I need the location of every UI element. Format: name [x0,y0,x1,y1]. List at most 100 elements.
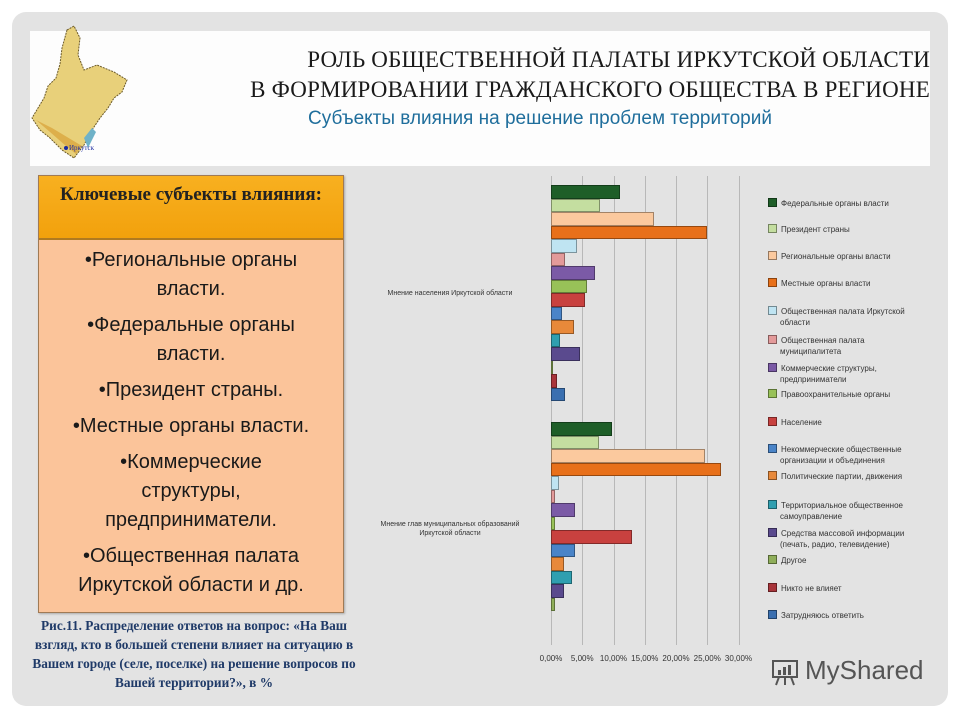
chart-bar [551,435,600,449]
legend-item: Местные органы власти [768,278,943,289]
chart-bar [551,306,562,320]
gridline [738,176,740,645]
gridline [613,176,615,645]
legend-item: Средства массовой информации (печать, рад… [768,528,943,550]
legend-label: самоуправление [780,512,843,521]
watermark-logo: MyShared [805,655,924,685]
legend-item: Президент страны [768,224,943,235]
legend-label: Никто не влияет [781,584,842,593]
legend-item: Затрудняюсь ответить [768,610,943,621]
legend-item: Общественная палата муниципалитета [768,335,943,357]
chart-bar [551,374,558,388]
chart-bar [551,279,587,293]
legend-item: Федеральные органы власти [768,198,943,209]
legend-item: Некоммерческие общественные организации и… [768,444,943,466]
chart-bar [551,449,705,463]
key-subject-item: •Местные органы власти. [72,415,310,437]
legend-swatch-icon [768,610,777,619]
page-subtitle: Субъекты влияния на решение проблем терр… [308,108,772,129]
legend-label: Общественная палата Иркутской [781,307,905,316]
x-axis-tick-label: 30,00% [724,654,753,663]
chart-bar [551,387,566,401]
legend-item: Территориальное общественное самоуправлен… [768,500,943,522]
gridline [707,176,709,645]
key-subjects-list: •Региональные органы власти. •Федеральны… [39,240,343,600]
x-axis-tick-label: 25,00% [693,654,721,663]
legend-swatch-icon [768,555,777,564]
gridline [551,176,552,645]
legend-label: Правоохранительные органы [781,390,891,399]
gridline [644,176,646,645]
category-label-population: Мнение населения Иркутской области [387,290,513,297]
chart-bar [551,333,560,347]
chart-bar [551,516,555,530]
legend-swatch-icon [768,251,777,260]
legend-label: области [780,318,810,327]
key-subject-item: •Общественная палата Иркутской области и… [78,545,304,596]
title-box [30,31,930,166]
page-title-line1: РОЛЬ ОБЩЕСТВЕННОЙ ПАЛАТЫ ИРКУТСКОЙ ОБЛАС… [307,47,930,72]
chart-bar [551,347,581,361]
presentation-board-icon [772,660,798,686]
chart-bar [551,266,596,280]
legend-label: Общественная палата [781,336,865,345]
key-subjects-title: Ключевые субъекты влияния: [39,176,343,240]
chart-bar [551,198,601,212]
svg-text:Иркутск: Иркутск [69,144,95,152]
legend-label: Местные органы власти [781,279,871,288]
chart-bar [551,225,707,239]
chart-bar [551,597,555,611]
legend-label: Федеральные органы власти [781,199,889,208]
category-label-municipal-heads: Мнение глав муниципальных образований Ир… [360,520,540,538]
legend-swatch-icon [768,389,777,398]
legend-swatch-icon [768,198,777,207]
key-subject-item: •Региональные органы власти. [84,249,298,300]
chart-bar [551,320,575,334]
legend-label: организации и объединения [780,456,885,465]
chart-bar [551,462,721,476]
legend-label: Территориальное общественное [781,501,903,510]
legend-swatch-icon [768,471,777,480]
x-axis-tick-label: 5,00% [570,654,594,663]
chart-bar [551,503,576,517]
chart-bar [551,570,572,584]
legend-item: Никто не влияет [768,583,943,594]
legend-label: предприниматели [780,375,847,384]
legend-label: Коммерческие структуры, [781,364,877,373]
gridline [582,176,584,645]
chart-bar [551,293,586,307]
page-title-line2: В ФОРМИРОВАНИИ ГРАЖДАНСКОГО ОБЩЕСТВА В Р… [250,77,930,102]
chart-bar [551,252,565,266]
category-label-line: Иркутской области [419,530,481,537]
legend-label: Некоммерческие общественные [781,445,902,454]
legend-swatch-icon [768,444,777,453]
key-subject-item: •Федеральные органы власти. [87,314,295,365]
legend-item: Политические партии, движения [768,471,943,482]
legend-item: Население [768,417,943,428]
legend-item: Региональные органы власти [768,251,943,262]
legend-swatch-icon [768,417,777,426]
legend-label: Политические партии, движения [781,472,903,481]
x-axis-tick-label: 10,00% [599,654,628,663]
legend-swatch-icon [768,528,777,537]
key-subject-item: •Коммерческие структуры, предприниматели… [105,451,277,531]
chart-bar [551,489,555,503]
chart-bar [551,422,613,436]
figure-caption: Рис.11. Распределение ответов на вопрос:… [32,618,356,690]
legend-item: Коммерческие структуры, предприниматели [768,363,943,385]
legend-swatch-icon [768,335,777,344]
chart-bar [551,530,633,544]
legend-swatch-icon [768,278,777,287]
legend-swatch-icon [768,224,777,233]
key-subjects-box: Ключевые субъекты влияния: •Региональные… [38,175,344,613]
chart-bar [551,360,553,374]
legend-label: муниципалитета [780,347,842,356]
legend-swatch-icon [768,583,777,592]
legend-item: Общественная палата Иркутской области [768,306,943,328]
legend-item: Другое [768,555,943,566]
chart-bar [551,185,620,199]
x-axis-tick-label: 0,00% [539,654,563,663]
legend-swatch-icon [768,363,777,372]
chart-bar [551,212,654,226]
legend-label: Затрудняюсь ответить [781,611,864,620]
